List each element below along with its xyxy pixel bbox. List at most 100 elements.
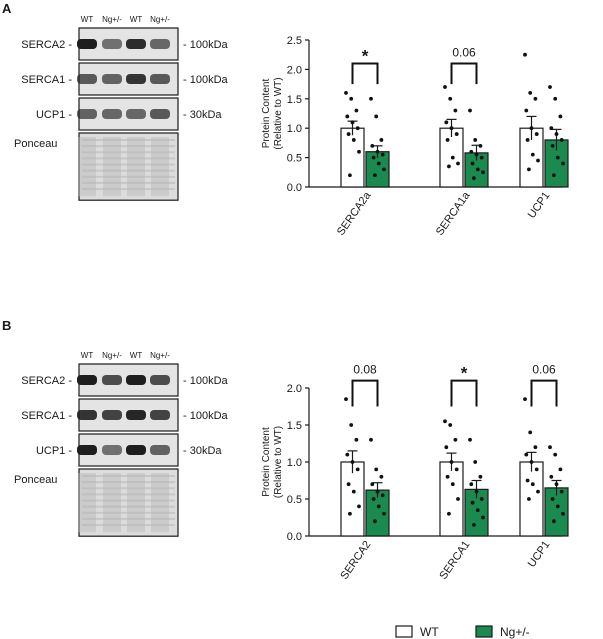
data-point	[525, 478, 530, 483]
data-point	[468, 108, 472, 113]
data-point	[374, 114, 379, 119]
data-point	[527, 167, 531, 172]
western-blot-a: WT Ng+/- WT Ng+/- SERCA2 - - 100kDa SERCA1 - - …	[14, 15, 229, 201]
data-point	[529, 126, 534, 131]
ponceau-stripe	[82, 487, 175, 490]
data-point	[534, 132, 539, 136]
data-point	[555, 504, 560, 509]
data-point	[456, 161, 460, 166]
data-point	[453, 108, 458, 113]
data-point	[447, 511, 451, 516]
data-point	[344, 397, 348, 401]
data-point	[453, 437, 458, 442]
data-point	[445, 138, 450, 142]
legend-label-wt: WT	[420, 625, 439, 639]
ponceau-stripe	[82, 524, 175, 527]
data-point	[481, 515, 485, 520]
significance-label: 0.06	[532, 363, 556, 377]
ponceau-stripe	[82, 175, 175, 178]
blot-band-1	[102, 74, 122, 84]
data-point	[561, 511, 565, 516]
blot-band-0	[77, 375, 97, 385]
blot-band-1	[102, 445, 122, 455]
bar-wt-serca2a	[340, 127, 365, 188]
data-point	[474, 152, 479, 157]
blot-band-3	[150, 375, 170, 385]
data-point	[450, 155, 455, 160]
y-axis-label: Protein Content	[261, 427, 272, 497]
ponceau-stripe	[82, 505, 175, 508]
ponceau-stripe	[82, 169, 175, 172]
ponceau-stripe	[82, 188, 175, 191]
data-point	[536, 489, 540, 494]
data-point	[375, 149, 380, 154]
data-point	[536, 158, 540, 163]
data-point	[444, 445, 449, 450]
data-point	[444, 120, 449, 125]
blot-band-1	[102, 410, 122, 420]
ponceau-lane-3	[151, 473, 169, 533]
panel-label-b: B	[2, 318, 11, 333]
ponceau-stripe	[82, 481, 175, 484]
blot-row-label: UCP1 -	[36, 109, 72, 121]
legend-swatch-ng	[475, 625, 493, 638]
blot-band-3	[150, 109, 170, 119]
data-point	[472, 523, 476, 527]
data-point	[533, 445, 538, 450]
bar-wt-ucp1	[519, 461, 544, 537]
blot-band-0	[77, 445, 97, 455]
data-point	[370, 482, 375, 487]
ponceau-stripe	[82, 517, 175, 520]
blot-band-2	[126, 109, 146, 119]
blot-row-label: SERCA2 -	[21, 375, 72, 387]
blot-band-2	[126, 39, 146, 49]
data-point	[349, 96, 354, 101]
data-point	[554, 132, 559, 136]
data-point	[348, 173, 352, 178]
blot-row-label: SERCA2 -	[21, 39, 72, 51]
data-point	[524, 452, 529, 457]
ponceau-stripe	[82, 145, 175, 148]
data-point	[382, 167, 386, 172]
data-point	[548, 85, 552, 89]
ponceau-stripe	[82, 163, 175, 166]
data-point	[369, 96, 373, 101]
significance-label: 0.06	[452, 46, 476, 60]
ponceau-lane-0	[78, 473, 96, 533]
data-point	[351, 138, 356, 142]
data-point	[354, 437, 359, 442]
data-point	[530, 152, 535, 157]
data-point	[448, 423, 453, 427]
data-point	[354, 108, 359, 113]
category-label: SERCA1	[437, 539, 472, 582]
data-point	[375, 489, 380, 494]
blot-band-0	[77, 74, 97, 84]
blot-band-3	[150, 39, 170, 49]
bar-chart-a: 0.0 0.5 1.0 1.5 2.0 2.5 Protein Content (Relati…	[261, 35, 569, 238]
y-tick-label: 0.0	[287, 182, 302, 194]
data-point	[450, 482, 455, 487]
bar-chart-b: 0.0 0.5 1.0 1.5 2.0 Protein Content (Relative …	[261, 363, 569, 582]
blot-band-3	[150, 74, 170, 84]
western-blot-b: WT Ng+/- WT Ng+/- SERCA2 - - 100kDa SERCA1 - - …	[14, 351, 229, 537]
data-point	[559, 489, 564, 494]
data-point	[380, 152, 385, 157]
legend: WT Ng+/-	[395, 625, 530, 639]
data-point	[454, 467, 459, 472]
blot-row-size: - 100kDa	[183, 74, 229, 86]
ponceau-lane-1	[103, 137, 121, 197]
data-point	[528, 430, 533, 435]
data-point	[443, 419, 447, 424]
data-point	[550, 143, 555, 148]
significance-bracket	[351, 379, 379, 407]
blot-band-1	[102, 375, 122, 385]
ponceau-lane-3	[151, 137, 169, 197]
data-point	[469, 149, 474, 154]
data-point	[371, 155, 376, 160]
data-point	[373, 519, 377, 524]
blot-row-size: - 30kDa	[183, 445, 222, 457]
category-label: SERCA2a	[335, 189, 374, 238]
y-axis-label: (Relative to WT)	[273, 77, 284, 149]
data-point	[549, 474, 554, 479]
